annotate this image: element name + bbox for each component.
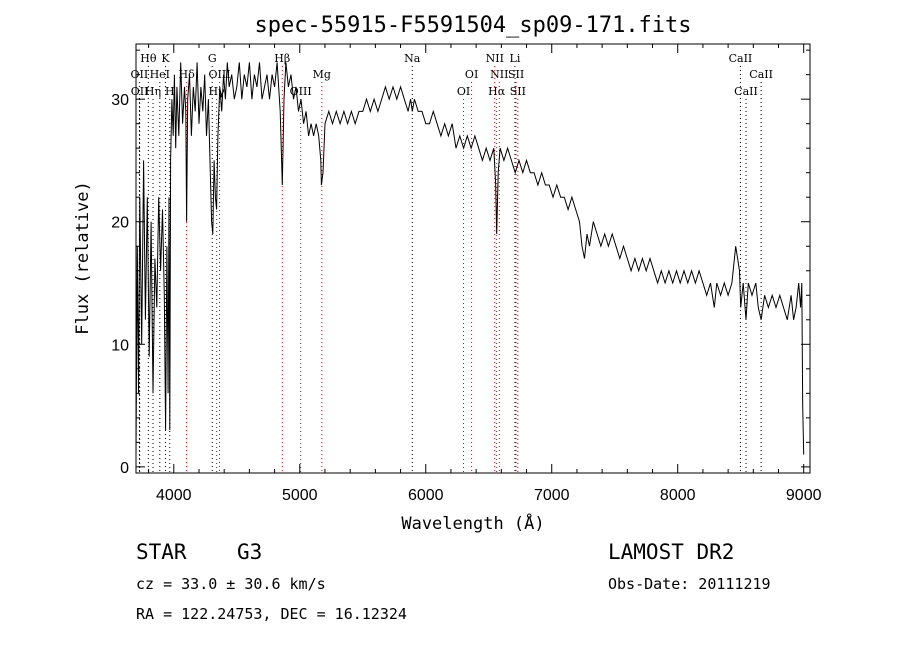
x-tick-label: 6000 [408, 487, 444, 504]
line-label: CaII [729, 52, 753, 65]
spectrum-line [135, 62, 805, 455]
line-label: H [165, 85, 175, 98]
y-tick-label: 30 [111, 92, 129, 109]
line-label: Hη [145, 85, 161, 98]
redshift-text: cz = 33.0 ± 30.6 km/s [136, 575, 326, 593]
line-label: Hθ [140, 52, 157, 65]
object-class: STAR [136, 540, 187, 564]
line-label: Hδ [179, 68, 196, 81]
line-label: OIII [290, 85, 312, 98]
line-label: Hβ [274, 52, 290, 65]
line-label: HeI [150, 68, 170, 81]
line-label: OIII [208, 68, 230, 81]
axis-tick-labels: 4000 5000 6000 7000 8000 9000 0 10 20 30 [111, 92, 821, 504]
line-label: OII [131, 85, 149, 98]
plot-frame [135, 43, 811, 474]
coordinates: RA = 122.24753, DEC = 16.12324 [136, 605, 407, 623]
obs-date: Obs-Date: 20111219 [608, 575, 771, 593]
line-label: G [208, 52, 217, 65]
line-label: SII [508, 68, 524, 81]
line-label: OI [465, 68, 478, 81]
line-label: NII [486, 52, 504, 65]
y-tick-label: 20 [111, 215, 129, 232]
axis-ticks [136, 44, 810, 473]
line-label: Hγ [209, 85, 226, 98]
line-label: K [161, 52, 170, 65]
line-markers [138, 66, 762, 473]
x-tick-label: 5000 [282, 487, 318, 504]
line-label: Li [510, 52, 521, 65]
line-label: NII [490, 68, 508, 81]
chart-title: spec-55915-F5591504_sp09-171.fits [254, 13, 691, 38]
x-tick-label: 4000 [156, 487, 192, 504]
x-tick-label: 9000 [786, 487, 822, 504]
x-axis-label: Wavelength (Å) [401, 512, 544, 534]
y-tick-label: 10 [111, 337, 129, 354]
subclass: G3 [237, 540, 263, 564]
line-label: CaII [749, 68, 773, 81]
survey-label: LAMOST DR2 [608, 540, 735, 564]
line-label: OI [457, 85, 470, 98]
x-tick-label: 8000 [660, 487, 696, 504]
line-label: Hα [488, 85, 506, 98]
line-label: SII [510, 85, 526, 98]
x-tick-label: 7000 [534, 487, 570, 504]
line-label: CaII [734, 85, 758, 98]
line-label: Mg [313, 68, 331, 81]
line-label: Na [404, 52, 421, 65]
y-axis-label: Flux (relative) [73, 181, 93, 335]
y-tick-label: 0 [120, 460, 129, 477]
